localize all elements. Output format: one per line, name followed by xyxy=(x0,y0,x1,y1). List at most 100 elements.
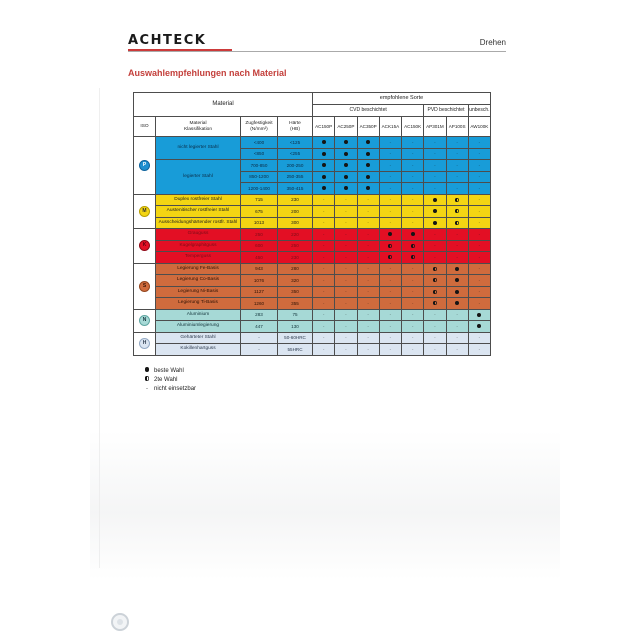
material-label: Temperguss xyxy=(155,251,241,264)
rating-cell-none: - xyxy=(356,228,380,241)
not-usable-dash-icon: - xyxy=(345,300,347,306)
rating-cell-none: - xyxy=(423,343,447,356)
not-usable-dash-icon: - xyxy=(367,220,369,226)
rating-cell-none: - xyxy=(467,297,492,310)
material-label: Legierung Fe-Basis xyxy=(155,262,241,275)
rating-cell-best xyxy=(378,228,403,241)
rating-cell-none: - xyxy=(400,331,425,344)
rating-cell-none: - xyxy=(400,193,425,206)
rating-cell-none: - xyxy=(334,193,358,206)
rating-cell-best xyxy=(423,216,447,229)
not-usable-dash-icon: - xyxy=(322,289,325,295)
rating-cell-none: - xyxy=(311,239,336,252)
rating-cell-second xyxy=(400,251,425,264)
legend-item-best: beste Wahl xyxy=(140,366,196,375)
rating-cell-none: - xyxy=(311,205,336,218)
material-label: Austenitischer rostfreier Stahl xyxy=(155,205,241,218)
rating-cell-none: - xyxy=(467,228,492,241)
material-label: Legierung Co-Basis xyxy=(155,274,241,287)
rating-cell-best xyxy=(334,170,358,183)
best-choice-dot-icon xyxy=(455,289,460,294)
best-choice-dot-icon xyxy=(432,220,437,225)
rating-cell-none: - xyxy=(334,297,358,310)
best-choice-dot-icon xyxy=(343,151,348,156)
rating-cell-best xyxy=(356,159,380,172)
rating-cell-none: - xyxy=(467,216,492,229)
second-choice-dot-icon xyxy=(410,255,415,260)
rating-cell-none: - xyxy=(356,331,380,344)
grade-column-header: AW100K xyxy=(467,116,492,137)
rating-cell-best xyxy=(467,308,492,321)
not-usable-dash-icon: - xyxy=(322,346,325,352)
material-label: Legierung Ti-Basis xyxy=(155,297,241,310)
best-choice-dot-icon xyxy=(321,140,326,145)
rating-cell-best xyxy=(445,285,469,298)
not-usable-dash-icon: - xyxy=(389,139,392,145)
not-usable-dash-icon: - xyxy=(411,312,414,318)
iso-badge-icon: H xyxy=(139,338,150,349)
rating-cell-none: - xyxy=(445,251,469,264)
not-usable-dash-icon: - xyxy=(389,162,392,168)
rating-cell-none: - xyxy=(467,262,492,275)
rating-cell-none: - xyxy=(334,274,358,287)
hardness-value: 55HRC xyxy=(277,343,313,356)
best-choice-dot-icon xyxy=(321,151,326,156)
not-usable-dash-icon: - xyxy=(345,266,347,272)
not-usable-dash-icon: - xyxy=(322,231,325,237)
not-usable-dash-icon: - xyxy=(389,266,392,272)
not-usable-dash-icon: - xyxy=(322,323,325,329)
rating-cell-none: - xyxy=(378,262,403,275)
second-choice-dot-icon xyxy=(410,243,415,248)
rating-cell-none: - xyxy=(311,320,336,333)
hardness-value: 200 xyxy=(277,205,313,218)
rating-cell-none: - xyxy=(378,331,403,344)
tensile-value: 1076 xyxy=(240,274,278,287)
rating-cell-none: - xyxy=(423,251,447,264)
footer-logo-icon xyxy=(111,613,129,631)
not-usable-dash-icon: - xyxy=(367,289,369,295)
best-choice-dot-icon xyxy=(366,151,371,156)
rating-cell-best xyxy=(311,147,336,160)
rating-cell-none: - xyxy=(378,193,403,206)
best-choice-dot-icon xyxy=(366,186,371,191)
hardness-value: 75 xyxy=(277,308,313,321)
best-choice-dot-icon xyxy=(366,140,371,145)
not-usable-dash-icon: - xyxy=(389,289,392,295)
not-usable-dash-icon: - xyxy=(367,346,369,352)
not-usable-dash-icon: - xyxy=(411,197,414,203)
tensile-value: - xyxy=(240,331,278,344)
second-choice-dot-icon xyxy=(455,209,460,214)
not-usable-dash-icon: - xyxy=(434,346,436,352)
column-header: Material Klassifikation xyxy=(155,116,241,137)
tensile-value: 283 xyxy=(240,308,278,321)
rating-cell-best xyxy=(311,136,336,149)
rating-cell-none: - xyxy=(378,308,403,321)
not-usable-dash-icon: - xyxy=(456,185,458,191)
rating-cell-none: - xyxy=(445,147,469,160)
rating-cell-none: - xyxy=(400,297,425,310)
rating-cell-none: - xyxy=(445,182,469,195)
rating-cell-none: - xyxy=(311,193,336,206)
not-usable-dash-icon: - xyxy=(411,346,414,352)
half-circle-icon xyxy=(140,376,154,383)
rating-cell-none: - xyxy=(467,205,492,218)
brand-underline xyxy=(128,49,232,52)
rating-cell-none: - xyxy=(423,228,447,241)
tensile-value: 1013 xyxy=(240,216,278,229)
not-usable-dash-icon: - xyxy=(456,323,458,329)
coating-group-header: unbesch. xyxy=(467,104,492,117)
grade-column-header: AC350P xyxy=(356,116,380,137)
rating-cell-none: - xyxy=(378,343,403,356)
not-usable-dash-icon: - xyxy=(389,300,392,306)
second-choice-dot-icon xyxy=(432,289,437,294)
not-usable-dash-icon: - xyxy=(434,151,436,157)
material-label: Duplex rostfreier Stahl xyxy=(155,193,241,206)
tensile-value: 675 xyxy=(240,205,278,218)
not-usable-dash-icon: - xyxy=(367,335,369,341)
not-usable-dash-icon: - xyxy=(456,174,458,180)
rating-cell-none: - xyxy=(423,182,447,195)
not-usable-dash-icon: - xyxy=(478,220,481,226)
not-usable-dash-icon: - xyxy=(478,208,481,214)
not-usable-dash-icon: - xyxy=(389,220,392,226)
best-choice-dot-icon xyxy=(366,174,371,179)
